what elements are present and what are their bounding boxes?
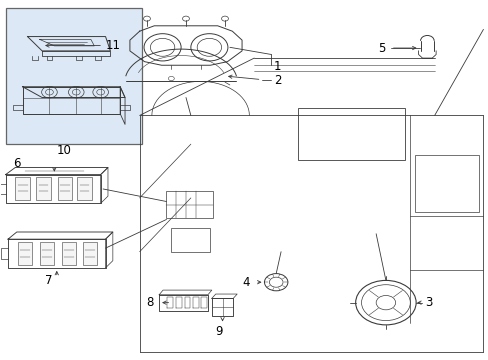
Text: 7: 7 [44,274,52,287]
Text: 1: 1 [273,60,281,73]
Text: 10: 10 [57,144,72,157]
Bar [166,191,212,218]
Text: 8: 8 [145,296,153,309]
Bar [5,8,142,144]
Bar [18,242,32,265]
Text: 5: 5 [378,41,385,54]
Text: 6: 6 [13,157,20,170]
Bar [414,155,478,212]
Bar [171,228,210,252]
Bar [40,242,54,265]
Bar [298,108,405,160]
Text: 3: 3 [424,296,431,309]
Bar [36,177,51,201]
Bar [82,242,97,265]
Text: 4: 4 [242,276,249,289]
Bar [61,242,76,265]
Text: 2: 2 [273,74,281,87]
Bar [77,177,92,201]
Bar [15,177,30,201]
Bar [58,177,72,201]
Text: 9: 9 [214,324,222,338]
Text: 11: 11 [105,39,120,52]
